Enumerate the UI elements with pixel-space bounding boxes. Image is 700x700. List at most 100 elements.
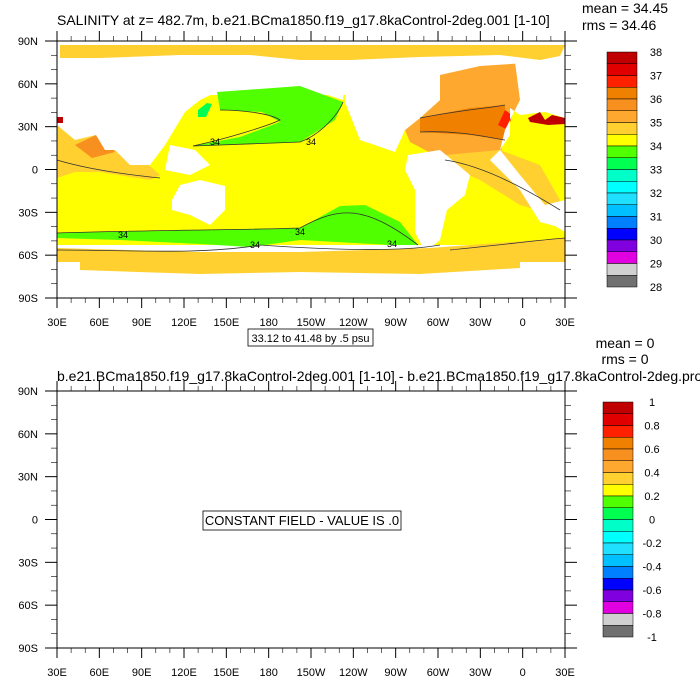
colorbar-label: 35 (650, 118, 662, 130)
colorbar-box (602, 554, 634, 567)
contour-info-box (247, 328, 374, 347)
bottom-rms-stat: rms = 0 (601, 351, 648, 367)
colorbar-box (602, 472, 634, 485)
colorbar-label: 30 (650, 235, 662, 247)
colorbar-label: 29 (650, 259, 662, 271)
colorbar-box (606, 134, 638, 147)
colorbar-label: 0.2 (644, 491, 659, 503)
colorbar-box (602, 460, 634, 473)
colorbar-label: 32 (650, 188, 662, 200)
kamchatka-green (198, 103, 212, 117)
top-plot-title: SALINITY at z= 482.7m, b.e21.BCma1850.f1… (57, 12, 550, 28)
red-spot-west (57, 117, 63, 123)
contour-lines (56, 101, 566, 252)
colorbar-box (602, 484, 634, 497)
bottom-colorbar: 1 0.8 0.6 0.4 0.2 0 -0.2 -0.4 -0.6 -0.8 -1 (602, 397, 662, 644)
southern-green-band (57, 228, 300, 247)
x-tick-label: 120E (171, 317, 197, 329)
y-tick-label: 90N (18, 386, 38, 398)
colorbar-label: 31 (650, 212, 662, 224)
colorbar-label: -0.6 (643, 585, 662, 597)
europe-africa-land (490, 62, 565, 232)
colorbar-box (606, 169, 638, 182)
colorbar-box (602, 625, 634, 638)
bottom-mean-stat: mean = 0 (596, 335, 655, 351)
colorbar-box (606, 75, 638, 88)
south-america-land (405, 150, 470, 252)
x-tick-label: 30E (555, 317, 575, 329)
y-tick-label: 30N (18, 472, 38, 484)
x-tick-label: 150W (297, 317, 326, 329)
colorbar-label: 0.4 (644, 468, 659, 480)
salinity-map-field: 34 34 34 34 34 34 (56, 45, 566, 298)
x-tick-label: 120E (171, 667, 197, 679)
x-tick-label: 60E (90, 667, 110, 679)
y-tick-label: 30S (18, 207, 38, 219)
colorbar-box (602, 507, 634, 520)
y-tick-label: 0 (32, 165, 38, 177)
y-tick-label: 30N (18, 122, 38, 134)
antarctica-coast (80, 262, 520, 274)
x-tick-label: 30E (47, 667, 67, 679)
colorbar-box (606, 204, 638, 217)
y-tick-label: 0 (32, 515, 38, 527)
colorbar-label: 0.8 (644, 421, 659, 433)
colorbar-box (606, 239, 638, 252)
colorbar-box (602, 613, 634, 626)
bottom-plot-title: b.e21.BCma1850.f19_g17.8kaControl-2deg.0… (57, 368, 700, 384)
colorbar-box (606, 263, 638, 276)
maritime-continent-land (165, 145, 210, 175)
colorbar-box (606, 216, 638, 229)
med-red-spots (528, 112, 565, 125)
x-tick-label: 60W (427, 667, 450, 679)
top-colorbar: 38 37 36 35 34 33 32 31 30 29 28 (606, 47, 662, 294)
top-rms-stat: rms = 34.46 (582, 17, 657, 33)
x-tick-label: 60W (427, 317, 450, 329)
colorbar-box (602, 437, 634, 450)
colorbar-box (602, 425, 634, 438)
x-tick-label: 180 (259, 667, 277, 679)
constant-field-message: CONSTANT FIELD - VALUE IS .0 (205, 513, 399, 528)
colorbar-label: 0.6 (644, 444, 659, 456)
colorbar-box (606, 63, 638, 76)
n-pacific-green (193, 83, 343, 146)
x-tick-label: 120W (339, 667, 368, 679)
y-tick-label: 60S (18, 250, 38, 262)
colorbar-box (606, 157, 638, 170)
colorbar-box (606, 251, 638, 264)
colorbar-box (602, 519, 634, 532)
colorbar-label: 37 (650, 71, 662, 83)
colorbar-label: -0.8 (643, 609, 662, 621)
x-tick-label: 150E (213, 667, 239, 679)
north-america-land (345, 55, 440, 152)
colorbar-box (606, 110, 638, 123)
colorbar-box (602, 401, 634, 414)
colorbar-box (602, 566, 634, 579)
colorbar-label: 33 (650, 165, 662, 177)
land-masks (57, 55, 565, 252)
x-tick-label: 150W (297, 667, 326, 679)
colorbar-label: -0.2 (643, 538, 662, 550)
y-tick-label: 60N (18, 79, 38, 91)
colorbar-box (602, 601, 634, 614)
y-tick-label: 30S (18, 557, 38, 569)
x-tick-label: 30E (555, 667, 575, 679)
colorbar-label: 28 (650, 282, 662, 294)
x-tick-label: 90E (132, 317, 152, 329)
x-tick-label: 0 (520, 667, 526, 679)
colorbar-box (606, 228, 638, 241)
colorbar-label: -0.4 (643, 562, 662, 574)
colorbar-label: -1 (647, 632, 657, 644)
colorbar-label: 1 (649, 397, 655, 409)
x-tick-label: 90W (384, 317, 407, 329)
y-tick-label: 60S (18, 600, 38, 612)
x-tick-label: 30E (47, 317, 67, 329)
colorbar-box (606, 122, 638, 135)
contour-labels: 34 34 34 34 34 34 (118, 137, 397, 250)
colorbar-box (606, 51, 638, 64)
contour-info-text: 33.12 to 41.48 by .5 psu (251, 333, 369, 345)
x-tick-label: 180 (259, 317, 277, 329)
colorbar-box (606, 98, 638, 111)
